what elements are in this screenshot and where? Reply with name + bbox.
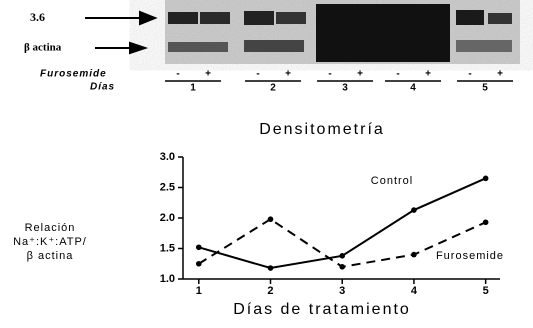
arrow	[95, 43, 145, 53]
band	[456, 10, 484, 25]
x-tick-label: 2	[267, 285, 273, 297]
point	[339, 253, 345, 259]
y-tick-label: 2.5	[160, 181, 175, 193]
treatment-sign: -	[396, 69, 399, 80]
treatment-sign: +	[357, 69, 363, 80]
point	[411, 252, 417, 258]
point	[196, 244, 202, 250]
y-tick-label: 1.0	[160, 273, 175, 285]
band-heavy	[316, 4, 450, 62]
treatment-sign: +	[497, 69, 503, 80]
point	[483, 219, 489, 225]
treatment-sign: -	[176, 69, 179, 80]
y-tick-label: 3.0	[160, 151, 175, 163]
figure: 3.6 β actina Furosemide Días - + - + - + - + - +1…	[0, 0, 533, 323]
day-label: 4	[410, 83, 416, 94]
y-axis-label: Relación	[25, 222, 76, 234]
blot-image	[165, 0, 520, 64]
point	[411, 207, 417, 213]
band	[276, 12, 306, 24]
point	[268, 216, 274, 222]
day-label: 3	[342, 83, 348, 94]
band	[200, 12, 230, 24]
point	[268, 265, 274, 271]
y-tick-label: 1.5	[160, 242, 175, 254]
point	[339, 264, 345, 270]
treatment-sign: -	[256, 69, 259, 80]
day-label: 1	[190, 83, 196, 94]
marker-label: 3.6	[30, 10, 45, 24]
band	[168, 12, 198, 24]
band	[168, 42, 228, 52]
treatment-sign: +	[425, 69, 431, 80]
x-tick-label: 4	[411, 285, 418, 297]
y-axis-label: Na⁺:K⁺:ATP/	[13, 236, 87, 248]
treatment-sign: +	[205, 69, 211, 80]
point	[483, 176, 489, 182]
band	[244, 40, 304, 52]
point	[196, 261, 202, 267]
treatment-label: Furosemide	[40, 69, 107, 80]
treatment-sign: -	[468, 69, 471, 80]
day-label: 2	[270, 83, 276, 94]
treatment-sign: +	[285, 69, 291, 80]
marker-label: β actina	[24, 42, 62, 54]
band	[456, 40, 512, 52]
x-tick-label: 1	[196, 285, 202, 297]
day-label: 5	[482, 83, 488, 94]
x-axis-label: Días de tratamiento	[233, 301, 411, 318]
y-tick-label: 2.0	[160, 212, 175, 224]
x-tick-label: 5	[483, 285, 489, 297]
y-axis-label: β actina	[27, 250, 74, 262]
chart-title: Densitometría	[259, 121, 385, 138]
days-label: Días	[90, 82, 115, 93]
x-tick-label: 3	[339, 285, 345, 297]
band	[244, 11, 274, 25]
series-label: Control	[371, 175, 413, 187]
treatment-sign: -	[328, 69, 331, 80]
arrow	[85, 12, 155, 24]
band	[488, 13, 512, 24]
series-label: Furosemide	[436, 250, 504, 262]
